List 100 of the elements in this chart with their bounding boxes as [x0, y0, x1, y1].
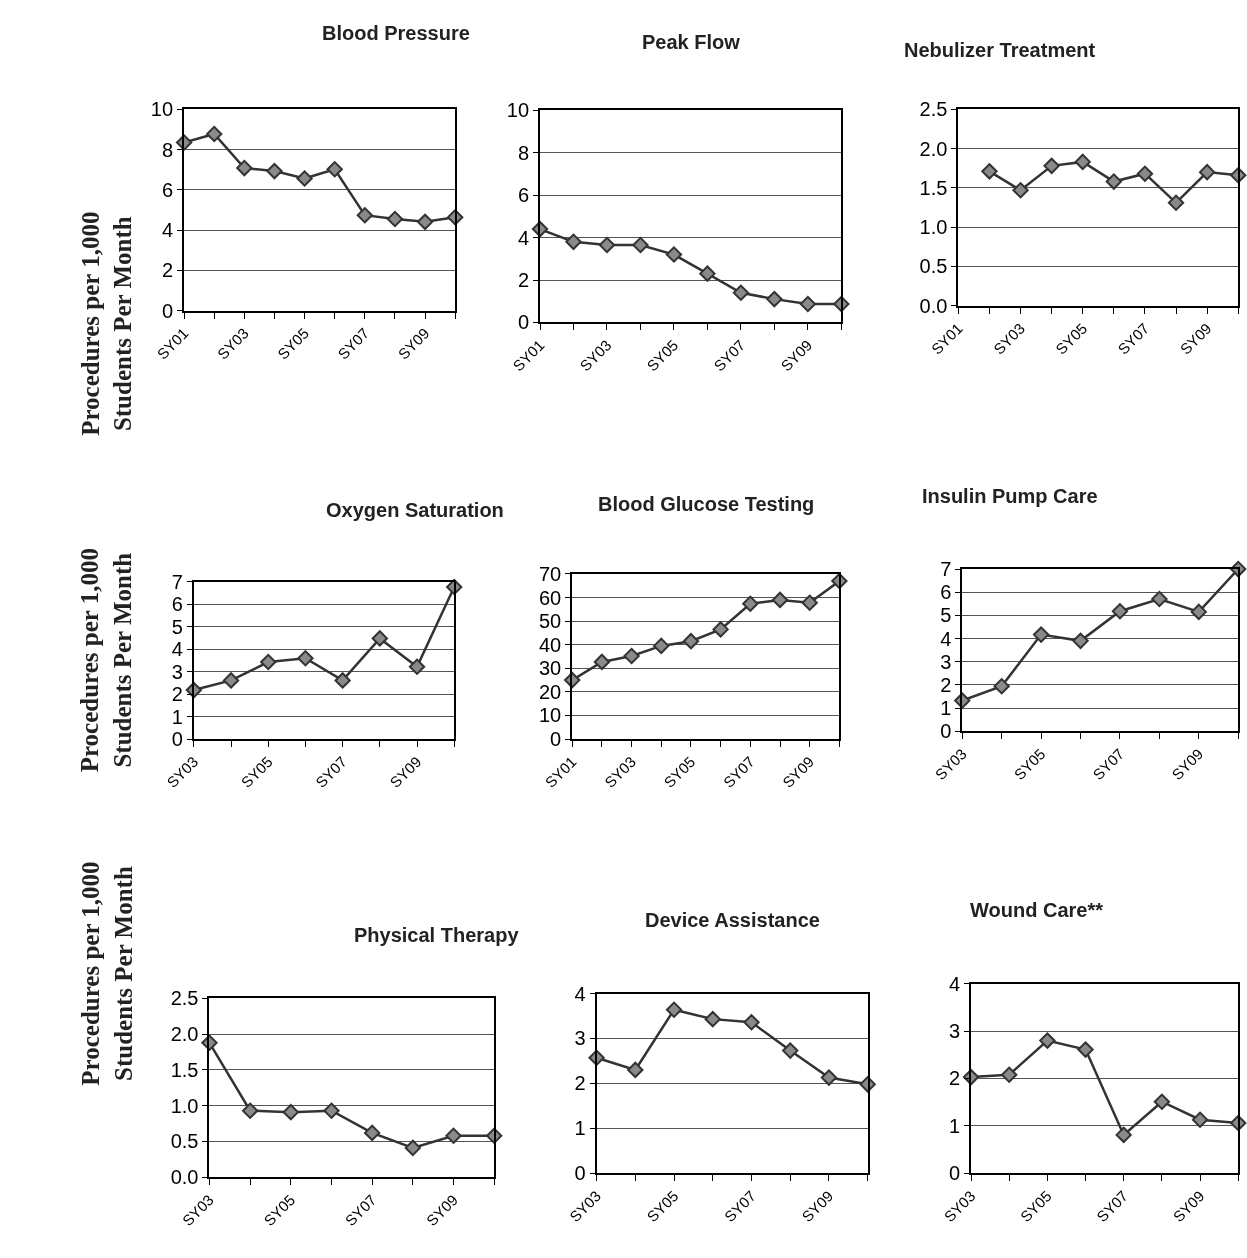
y-tick-label: 7	[171, 570, 183, 593]
y-tick-label: 1.0	[170, 1094, 199, 1117]
point	[236, 159, 253, 177]
point	[1115, 1126, 1132, 1144]
point	[1105, 173, 1122, 190]
y-tick-label: 30	[538, 657, 562, 680]
point	[627, 1061, 644, 1079]
point	[297, 650, 314, 667]
y-tick-label: 1	[574, 1117, 586, 1140]
point	[598, 236, 616, 254]
y-tick-label: 3	[574, 1027, 586, 1050]
point	[665, 246, 683, 263]
y-tick-label: 2	[161, 259, 174, 282]
point	[282, 1104, 299, 1121]
point	[820, 1069, 838, 1086]
y-tick-label: 0	[161, 299, 174, 322]
point	[222, 672, 240, 689]
point	[266, 162, 283, 180]
y-tick-label: 0	[940, 720, 952, 743]
y-tick-label: 2.0	[170, 1023, 199, 1046]
point	[682, 633, 700, 650]
y-tick-label: 60	[538, 586, 562, 609]
y-tick-label: 1	[940, 697, 952, 720]
point	[1043, 157, 1060, 174]
point	[743, 1014, 760, 1031]
point	[1077, 1041, 1094, 1058]
y-tick-label: 0.0	[919, 294, 948, 317]
y-tick-label: 1	[171, 705, 183, 728]
y-tick-label: 8	[517, 141, 530, 164]
point	[732, 284, 750, 301]
point	[712, 621, 729, 638]
y-tick-label: 3	[948, 1020, 961, 1043]
point	[334, 672, 351, 689]
y-tick-label: 2	[574, 1072, 586, 1095]
y-tick-label: 2	[171, 683, 183, 706]
point	[356, 207, 373, 224]
point	[771, 591, 789, 609]
point	[981, 163, 998, 180]
chart-title: Nebulizer Treatment	[904, 39, 1096, 61]
y-tick-label: 3	[171, 660, 183, 683]
point	[296, 170, 313, 187]
y-tick-label: 0.5	[919, 255, 948, 278]
y-tick-label: 6	[940, 581, 952, 604]
y-tick-label: 0	[171, 728, 183, 751]
y-tick-label: 10	[506, 99, 530, 122]
point	[799, 295, 817, 313]
y-tick-label: 1.5	[919, 176, 948, 199]
y-tick-label: 0.0	[170, 1166, 199, 1189]
y-tick-label: 7	[940, 558, 952, 581]
point	[766, 290, 783, 308]
point	[1198, 163, 1216, 181]
y-tick-label: 70	[538, 562, 562, 585]
chart-title: Blood Pressure	[322, 22, 470, 44]
chart-title: Physical Therapy	[354, 924, 520, 946]
point	[416, 213, 434, 230]
point	[993, 678, 1010, 695]
point	[1001, 1066, 1018, 1083]
point	[408, 658, 426, 675]
point	[386, 210, 404, 228]
y-tick-label: 5	[940, 604, 952, 627]
point	[1153, 1093, 1171, 1110]
point	[593, 653, 611, 671]
y-tick-label: 0.5	[170, 1130, 199, 1153]
point	[742, 595, 759, 612]
point	[260, 653, 277, 671]
y-tick-label: 0	[948, 1162, 961, 1185]
y-tick-label: 20	[538, 680, 562, 703]
point	[1074, 153, 1091, 171]
y-tick-label: 40	[538, 633, 562, 656]
point	[632, 236, 649, 254]
y-axis-title: Procedures per 1,000 Students Per Month	[76, 211, 137, 436]
y-tick-label: 1.0	[919, 216, 948, 239]
point	[1032, 626, 1050, 643]
point	[364, 1124, 381, 1142]
y-tick-label: 4	[161, 219, 174, 242]
y-axis-title: Procedures per 1,000 Students Per Month	[77, 861, 137, 1086]
point	[699, 265, 716, 282]
y-tick-label: 10	[150, 98, 174, 121]
point	[445, 1127, 462, 1144]
y-tick-label: 3	[940, 650, 952, 673]
y-axis-title: Procedures per 1,000 Students Per Month	[76, 548, 136, 773]
y-tick-label: 2	[948, 1067, 961, 1090]
y-tick-label: 2	[517, 269, 530, 292]
y-tick-label: 4	[574, 982, 586, 1005]
chart-title: Blood Glucose Testing	[598, 493, 815, 515]
y-tick-label: 2.5	[919, 98, 948, 121]
point	[1136, 165, 1154, 182]
y-tick-label: 2.5	[170, 987, 199, 1010]
y-tick-label: 4	[171, 638, 183, 661]
point	[1111, 603, 1129, 620]
point	[782, 1042, 799, 1059]
y-tick-label: 6	[161, 178, 174, 201]
point	[623, 647, 640, 665]
point	[1072, 632, 1089, 650]
point	[371, 630, 388, 647]
y-tick-label: 0	[550, 728, 562, 751]
point	[1151, 590, 1168, 608]
point	[704, 1010, 721, 1028]
point	[206, 125, 223, 143]
point	[1039, 1032, 1056, 1049]
